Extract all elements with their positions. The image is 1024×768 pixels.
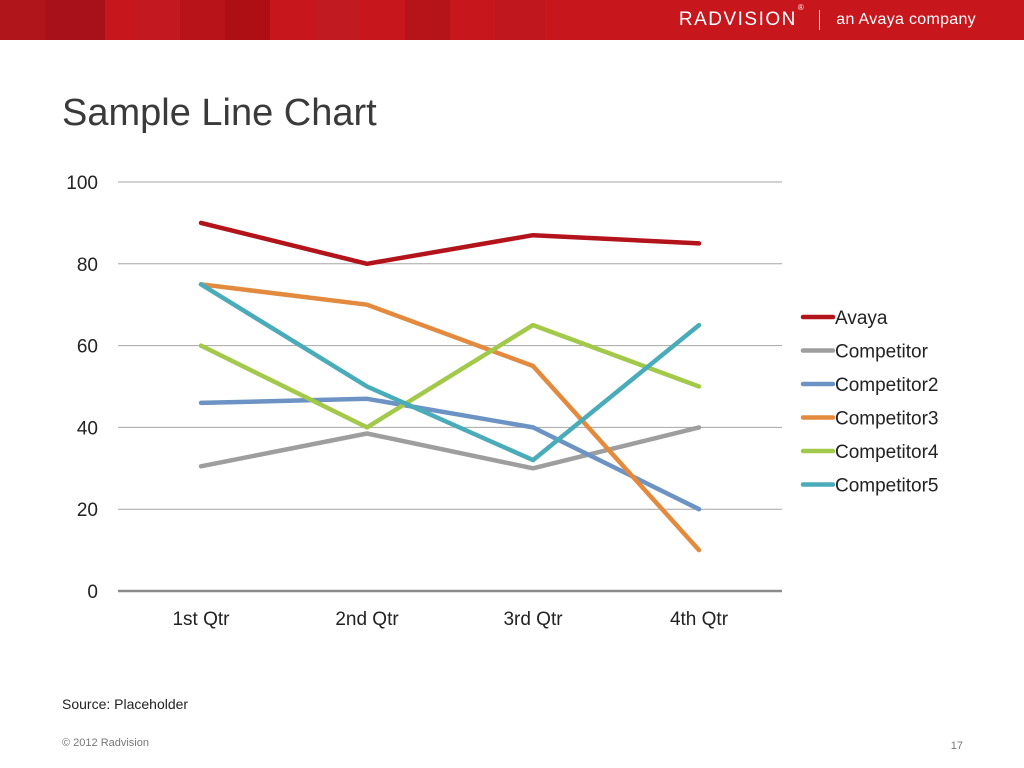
legend-label: Competitor — [835, 342, 929, 363]
series-line-competitor2 — [198, 396, 702, 512]
series-line-competitor3 — [198, 282, 702, 553]
legend-layer: Avaya Competitor Competitor2 Competitor3 Com… — [800, 308, 939, 497]
legend-label: Competitor5 — [835, 476, 939, 497]
series-line-competitor4 — [198, 322, 702, 430]
header-bar: RADVISION® an Avaya company — [0, 0, 1024, 40]
series-line-avaya — [198, 220, 702, 267]
legend-label: Competitor4 — [835, 442, 939, 463]
brand-tagline: an Avaya company — [836, 11, 976, 28]
brand: RADVISION® an Avaya company — [678, 3, 976, 31]
series-layer — [198, 220, 702, 553]
x-tick-label: 1st Qtr — [172, 609, 230, 630]
radvision-logo-text: RADVISION — [678, 9, 797, 30]
series-line-competitor — [198, 425, 702, 471]
x-tick-label: 4th Qtr — [670, 609, 729, 630]
radvision-logo: RADVISION® — [678, 3, 805, 31]
y-tick-label: 100 — [66, 173, 98, 194]
registered-mark: ® — [797, 3, 806, 12]
axis-layer: 0 20 40 60 80 100 1st Qtr 2nd Qtr 3rd Qtr 4th Qtr — [66, 173, 782, 630]
series-line-competitor5 — [198, 282, 702, 463]
header-tile — [0, 0, 45, 40]
slide-title: Sample Line Chart — [62, 92, 377, 134]
page-number: 17 — [950, 740, 963, 752]
grid-layer — [118, 181, 782, 510]
header-tile — [405, 0, 450, 40]
header-tile — [45, 0, 105, 40]
header-tile — [135, 0, 180, 40]
y-tick-label: 20 — [77, 500, 98, 521]
source-note: Source: Placeholder — [62, 696, 189, 712]
x-tick-label: 3rd Qtr — [503, 609, 563, 630]
legend-label: Competitor3 — [835, 409, 939, 430]
header-tile — [315, 0, 360, 40]
copyright: © 2012 Radvision — [62, 737, 149, 749]
brand-separator — [819, 10, 821, 30]
legend-label: Competitor2 — [835, 375, 939, 396]
line-chart: 0 20 40 60 80 100 1st Qtr 2nd Qtr 3rd Qtr 4th Qtr… — [66, 173, 939, 630]
header-tile — [225, 0, 270, 40]
header-tile — [180, 0, 225, 40]
y-tick-label: 80 — [77, 255, 98, 276]
y-tick-label: 0 — [87, 582, 98, 603]
header-tile — [495, 0, 545, 40]
x-tick-label: 2nd Qtr — [335, 609, 399, 630]
y-tick-label: 40 — [77, 418, 98, 439]
legend-label: Avaya — [835, 308, 888, 329]
y-tick-label: 60 — [77, 337, 98, 358]
